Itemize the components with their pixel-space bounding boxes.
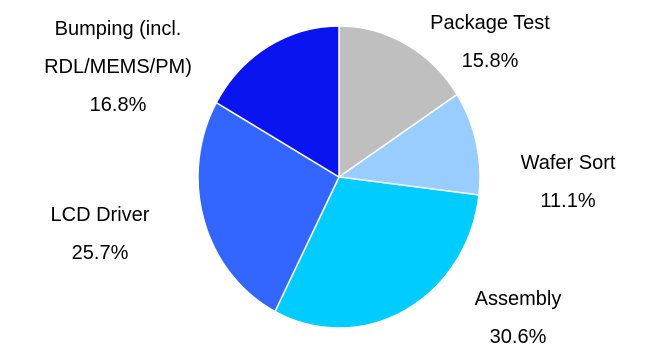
category-label: Package Test — [430, 12, 550, 34]
pie-slice — [336, 93, 481, 196]
slice-label: Bumping (incl. RDL/MEMS/PM) 16.8% — [18, 10, 218, 124]
slice-label: Wafer Sort 11.1% — [493, 144, 643, 220]
category-label: Assembly — [474, 288, 562, 310]
value-label: 15.8% — [461, 50, 519, 72]
pie-slice — [274, 176, 480, 329]
slice-label: Assembly 30.6% — [443, 280, 593, 347]
slice-label: Package Test 15.8% — [415, 4, 565, 80]
pie-slice — [215, 25, 340, 179]
pie-slice — [197, 101, 340, 313]
value-label: 11.1% — [540, 190, 596, 212]
category-label: Bumping (incl. RDL/MEMS/PM) — [44, 18, 192, 78]
slice-label: LCD Driver 25.7% — [25, 196, 175, 272]
pie-slice — [338, 25, 459, 179]
value-label: 25.7% — [71, 242, 129, 264]
category-label: LCD Driver — [50, 204, 150, 226]
value-label: 16.8% — [89, 94, 147, 116]
value-label: 30.6% — [489, 326, 547, 347]
category-label: Wafer Sort — [520, 152, 616, 174]
